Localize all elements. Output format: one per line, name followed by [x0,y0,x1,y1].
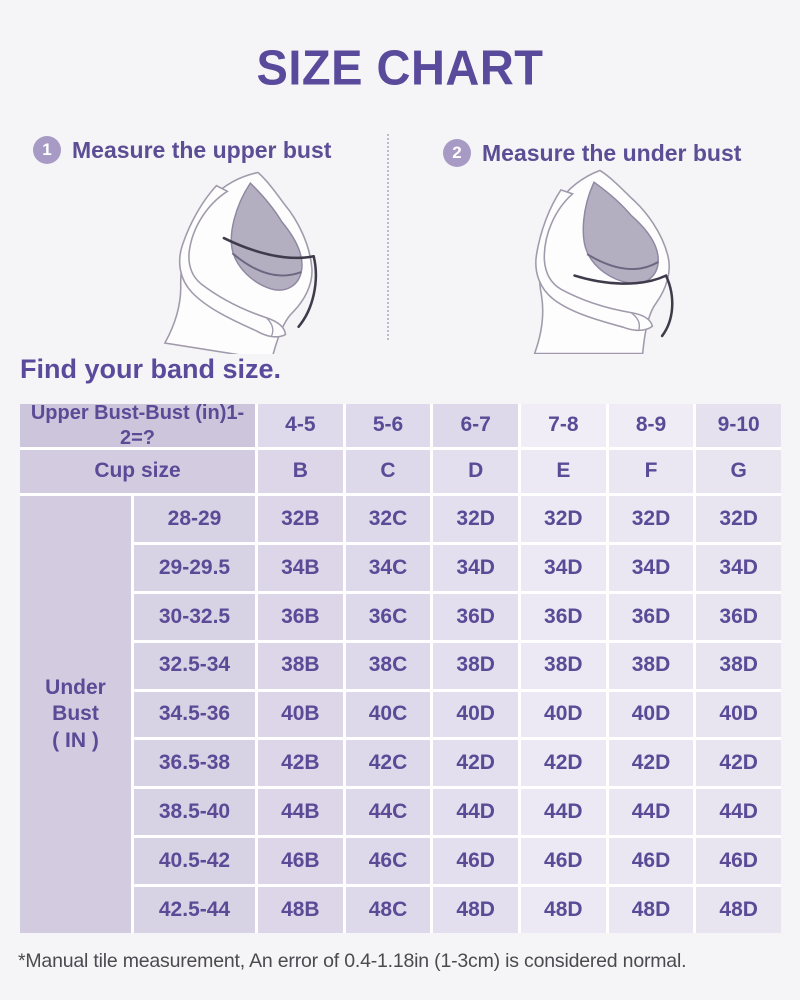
size-cell: 38B [258,642,343,689]
step-2-heading: 2 Measure the under bust [443,139,741,167]
size-cell: 36D [608,593,694,640]
band-range-cell: 42.5-44 [134,887,255,933]
measurement-disclaimer: *Manual tile measurement, An error of 0.… [18,950,687,972]
size-cell: 48D [696,887,781,933]
size-cell: 36D [433,593,518,640]
step-1-label: Measure the upper bust [72,136,332,163]
size-cell: 48D [608,887,694,933]
size-cell: 40C [345,691,431,738]
size-cell: 42D [608,740,694,787]
size-cell: 32B [258,496,343,542]
size-cell: 34D [433,544,518,591]
band-range-cell: 36.5-38 [134,740,255,787]
size-cell: 38C [345,642,431,689]
size-cell: 46D [520,838,606,885]
diff-header-cell: 5-6 [345,404,431,447]
band-range-cell: 32.5-34 [134,642,255,689]
size-cell: 34D [696,544,781,591]
size-cell: 32D [696,496,781,542]
cup-header-cell: E [520,450,606,493]
size-cell: 38D [520,642,606,689]
under-bust-illustration [533,169,674,354]
size-cell: 34B [258,544,343,591]
band-range-cell: 30-32.5 [134,593,255,640]
cup-header-cell: G [696,450,781,493]
size-cell: 42B [258,740,343,787]
size-cell: 48C [345,887,431,933]
size-cell: 32D [520,496,606,542]
size-cell: 46D [608,838,694,885]
step-2-label: Measure the under bust [482,139,742,166]
diff-header-cell: 4-5 [258,404,343,447]
size-cell: 42D [696,740,781,787]
size-cell: 46B [258,838,343,885]
size-cell: 48B [258,887,343,933]
band-range-cell: 28-29 [134,496,255,542]
upper-bust-illustration [163,171,318,354]
size-cell: 38D [608,642,694,689]
size-cell: 46D [696,838,781,885]
size-cell: 32D [608,496,694,542]
size-cell: 44D [433,789,518,836]
size-cell: 34C [345,544,431,591]
diff-header-cell: 7-8 [520,404,606,447]
band-range-cell: 38.5-40 [134,789,255,836]
size-cell: 44B [258,789,343,836]
size-cell: 40D [696,691,781,738]
size-cell: 46D [433,838,518,885]
band-range-cell: 40.5-42 [134,838,255,885]
cup-header-cell: F [608,450,694,493]
cup-header-cell: B [258,450,343,493]
size-cell: 42C [345,740,431,787]
size-cell: 48D [433,887,518,933]
size-cell: 46C [345,838,431,885]
cup-header-cell: D [433,450,518,493]
diff-header-cell: 8-9 [608,404,694,447]
diff-header-cell: 6-7 [433,404,518,447]
size-cell: 32C [345,496,431,542]
size-cell: 36D [520,593,606,640]
size-cell: 44D [520,789,606,836]
size-cell: 32D [433,496,518,542]
size-cell: 36C [345,593,431,640]
size-cell: 36D [696,593,781,640]
size-cell: 40B [258,691,343,738]
vertical-dotted-divider [387,134,389,340]
size-cell: 40D [608,691,694,738]
size-cell: 44D [608,789,694,836]
band-size-heading: Find your band size. [20,354,282,384]
size-cell: 42D [433,740,518,787]
size-cell: 34D [608,544,694,591]
size-cell: 36B [258,593,343,640]
page-title: SIZE CHART [256,39,544,96]
size-cell: 40D [433,691,518,738]
step-2-number-badge: 2 [443,139,471,167]
size-cell: 42D [520,740,606,787]
step-1-number-badge: 1 [33,136,61,164]
band-range-cell: 29-29.5 [134,544,255,591]
cup-size-label: Cup size [20,450,255,493]
under-bust-axis-text: Under Bust [45,676,106,726]
table-corner-label: Upper Bust-Bust (in)1-2=? [20,402,255,449]
size-cell: 48D [520,887,606,933]
step-1-heading: 1 Measure the upper bust [33,136,331,164]
size-cell: 44C [345,789,431,836]
size-table: Upper Bust-Bust (in)1-2=? 4-5 5-6 6-7 7-… [20,402,781,933]
band-range-cell: 34.5-36 [134,691,255,738]
under-bust-axis-label: Under Bust ( IN ) [20,496,131,933]
cup-header-cell: C [345,450,431,493]
size-cell: 44D [696,789,781,836]
size-cell: 38D [433,642,518,689]
under-bust-axis-unit: ( IN ) [52,728,99,752]
size-cell: 40D [520,691,606,738]
size-cell: 38D [696,642,781,689]
size-cell: 34D [520,544,606,591]
diff-header-cell: 9-10 [696,404,781,447]
